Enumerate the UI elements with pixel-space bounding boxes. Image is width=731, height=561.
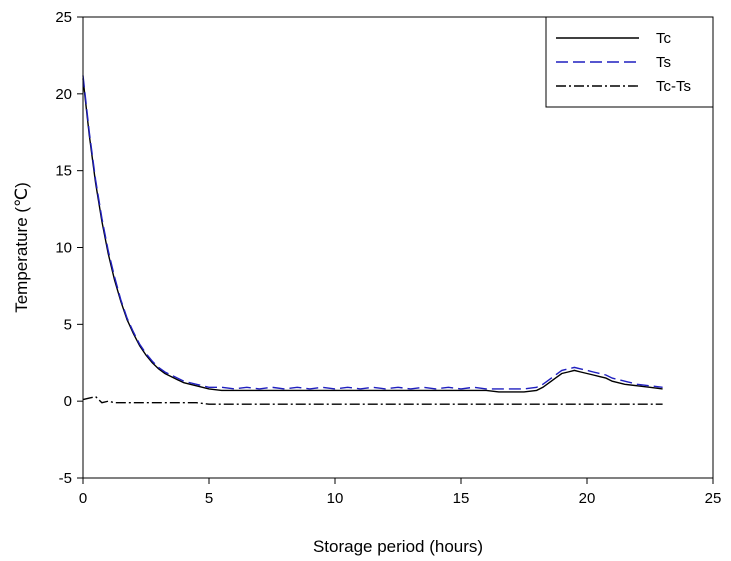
series-line-tc xyxy=(82,78,663,393)
legend-label: Tc-Ts xyxy=(656,78,691,95)
x-tick-label: 25 xyxy=(705,490,722,507)
legend: Tc Ts Tc-Ts xyxy=(545,16,714,108)
y-axis-label: Temperature (℃) xyxy=(12,182,31,313)
x-tick-label: 10 xyxy=(327,490,344,507)
x-tick-label: 0 xyxy=(79,490,87,507)
x-axis-label: Storage period (hours) xyxy=(313,537,483,556)
y-tick-label: 15 xyxy=(55,163,72,180)
x-tick-label: 5 xyxy=(205,490,213,507)
y-tick-label: 20 xyxy=(55,86,72,103)
series-line-ts xyxy=(82,75,663,390)
y-axis-ticks: -5 0 5 10 15 20 25 xyxy=(55,9,83,487)
y-tick-label: 10 xyxy=(55,240,72,257)
y-tick-label: 5 xyxy=(64,316,72,333)
y-tick-label: -5 xyxy=(59,470,72,487)
y-tick-label: 25 xyxy=(55,9,72,26)
y-tick-label: 0 xyxy=(64,393,72,410)
x-tick-label: 15 xyxy=(453,490,470,507)
x-axis-ticks: 0 5 10 15 20 25 xyxy=(79,478,722,507)
legend-label: Tc xyxy=(656,30,672,47)
x-tick-label: 20 xyxy=(579,490,596,507)
plot-area xyxy=(82,75,663,405)
legend-label: Ts xyxy=(656,54,671,71)
series-line-tc-ts xyxy=(82,395,663,405)
